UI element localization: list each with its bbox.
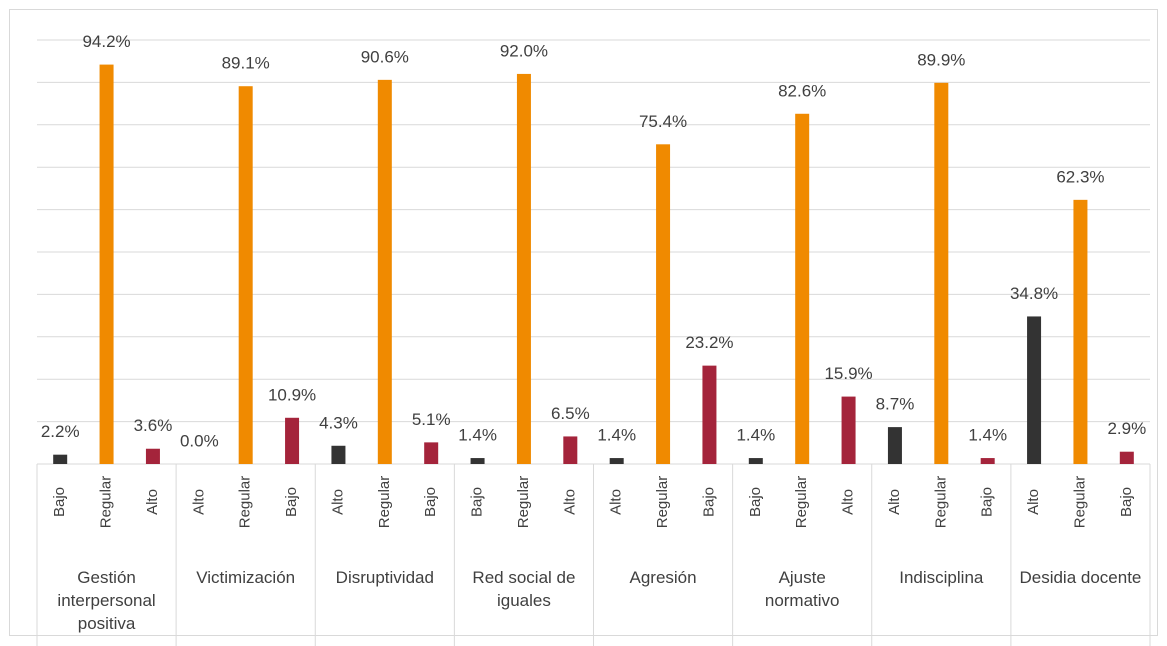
bar [331, 445, 346, 464]
value-label: 23.2% [685, 333, 733, 352]
x-sub-label: Alto [144, 489, 161, 515]
x-sub-label: Alto [190, 489, 207, 515]
value-label: 1.4% [458, 426, 497, 445]
group-label: Desidia docente [1019, 568, 1142, 587]
x-sub-label: Bajo [700, 487, 717, 517]
x-sub-label: Regular [932, 476, 949, 529]
bar [1119, 451, 1134, 464]
value-label: 89.9% [917, 50, 965, 69]
x-sub-label: Bajo [283, 487, 300, 517]
bar [609, 458, 624, 464]
bar [377, 79, 392, 464]
value-label: 15.9% [824, 364, 872, 383]
chart-border [9, 9, 1158, 636]
value-label: 1.4% [968, 426, 1007, 445]
group-label: Indisciplina [899, 568, 984, 587]
x-sub-label: Regular [237, 476, 254, 529]
x-sub-label: Regular [1071, 476, 1088, 529]
bar [887, 427, 902, 464]
x-sub-label: Regular [376, 476, 393, 529]
value-label: 62.3% [1056, 167, 1104, 186]
bar [980, 458, 995, 464]
value-label: 4.3% [319, 413, 358, 432]
value-label: 75.4% [639, 112, 687, 131]
x-sub-label: Bajo [747, 487, 764, 517]
x-sub-label: Bajo [1118, 487, 1135, 517]
x-sub-label: Bajo [469, 487, 486, 517]
x-sub-label: Alto [561, 489, 578, 515]
bar [285, 417, 300, 464]
bar [424, 442, 439, 464]
value-label: 3.6% [134, 416, 173, 435]
bar [516, 73, 531, 465]
x-sub-label: Regular [654, 476, 671, 529]
group-label: Disruptividad [335, 568, 434, 587]
bar [841, 396, 856, 464]
group-label: Red social de iguales [472, 568, 576, 610]
bar [934, 82, 949, 464]
x-sub-label: Alto [840, 489, 857, 515]
bar [470, 458, 485, 464]
value-label: 92.0% [500, 41, 548, 60]
value-label: 2.2% [41, 422, 80, 441]
bar [563, 436, 578, 464]
value-label: 8.7% [876, 395, 915, 414]
x-sub-label: Regular [98, 476, 115, 529]
value-label: 94.2% [82, 32, 130, 51]
value-label: 0.0% [180, 431, 219, 450]
value-label: 10.9% [268, 385, 316, 404]
x-sub-label: Alto [1025, 489, 1042, 515]
bar [795, 113, 810, 464]
bar [99, 64, 114, 464]
value-label: 6.5% [551, 404, 590, 423]
x-sub-label: Alto [329, 489, 346, 515]
group-label: Victimización [196, 568, 296, 587]
x-sub-label: Bajo [51, 487, 68, 517]
x-sub-label: Bajo [422, 487, 439, 517]
bar [1073, 199, 1088, 464]
group-label: Agresión [629, 568, 697, 587]
group-label: Ajuste normativo [764, 568, 840, 610]
bar [145, 448, 160, 464]
group-label: Gestión interpersonal positiva [57, 568, 156, 633]
value-label: 1.4% [736, 426, 775, 445]
value-label: 2.9% [1107, 419, 1146, 438]
value-label: 5.1% [412, 410, 451, 429]
x-sub-label: Regular [515, 476, 532, 529]
bar [702, 365, 717, 464]
value-label: 89.1% [222, 54, 270, 73]
x-sub-label: Alto [886, 489, 903, 515]
bar [53, 454, 68, 464]
value-label: 1.4% [597, 426, 636, 445]
x-sub-label: Regular [793, 476, 810, 529]
bar [748, 458, 763, 464]
value-label: 82.6% [778, 81, 826, 100]
bar [656, 144, 671, 464]
x-sub-label: Bajo [979, 487, 996, 517]
value-label: 34.8% [1010, 284, 1058, 303]
x-sub-label: Alto [608, 489, 625, 515]
value-label: 90.6% [361, 47, 409, 66]
bar [238, 86, 253, 464]
bar [1027, 316, 1042, 464]
